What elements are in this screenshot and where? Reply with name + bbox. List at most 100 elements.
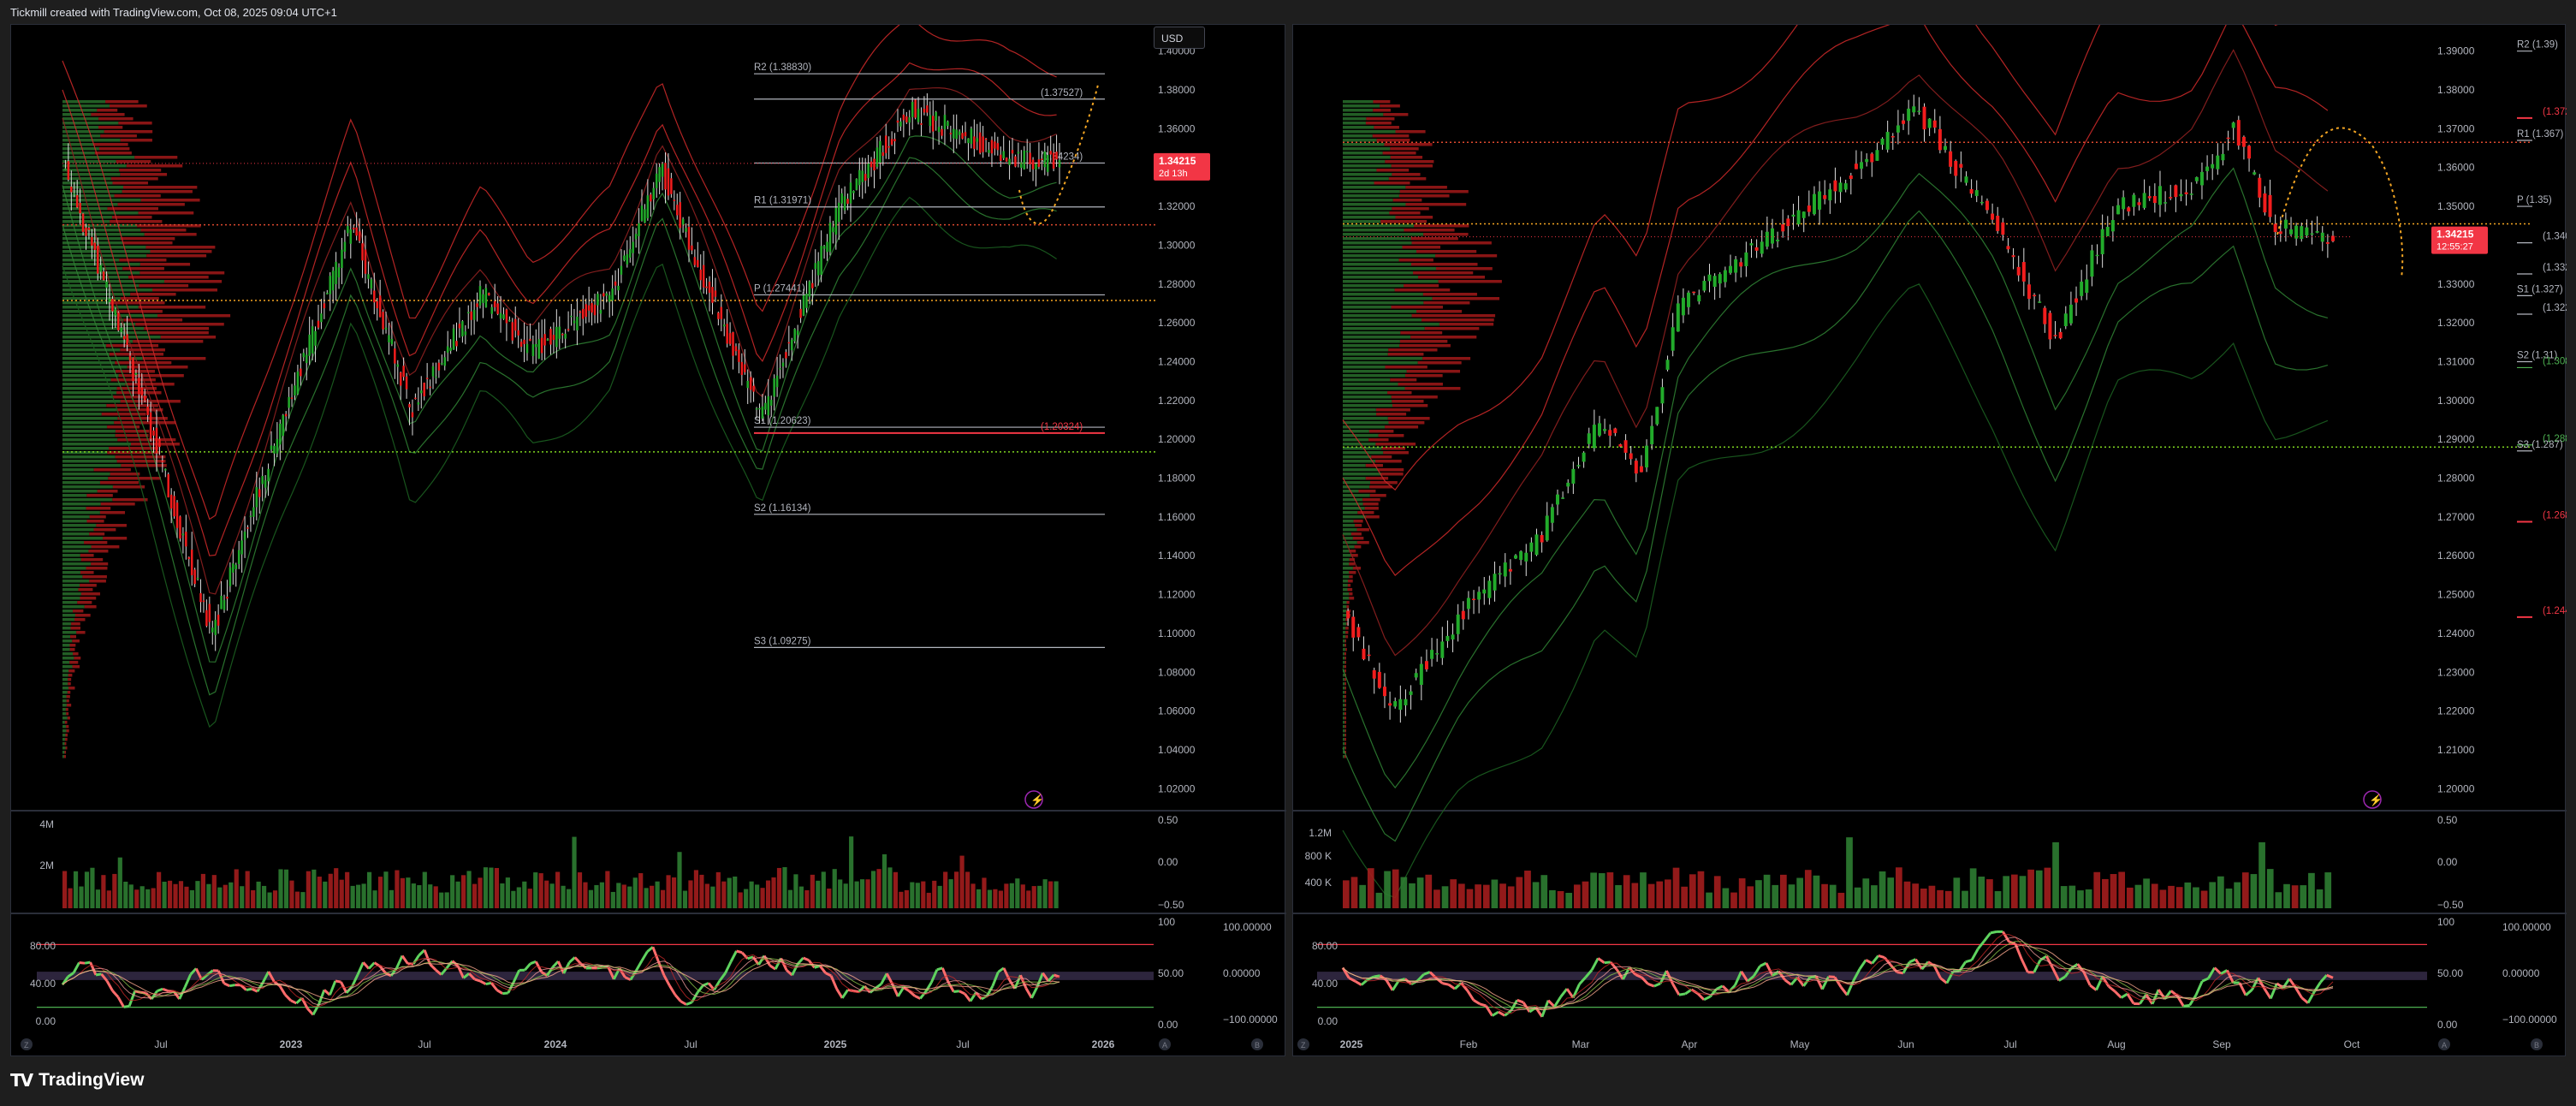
volume-bar (478, 877, 483, 908)
candle-body (2142, 193, 2146, 208)
oscillator-segment (540, 971, 549, 977)
candle-body (1697, 294, 1701, 302)
volume-profile-bar (1345, 627, 1349, 630)
volume-profile-bar (62, 631, 77, 634)
volume-profile-bar (1369, 485, 1392, 489)
volume-profile-bar (1392, 173, 1421, 176)
volume-bar (2209, 882, 2217, 908)
candle-body (638, 223, 640, 236)
volume-profile-bar (62, 755, 64, 758)
volume-profile-bar (1369, 494, 1386, 497)
volume-tick-label: 2M (39, 859, 54, 871)
volume-bar (1903, 881, 1911, 908)
right-chart-svg[interactable]: 1.390001.380001.370001.360001.350001.340… (1293, 25, 2567, 1057)
left-chart-svg[interactable]: 1.400001.380001.360001.340001.320001.300… (11, 25, 1286, 1057)
oscillator-segment (2108, 985, 2116, 993)
volume-profile-bar (116, 387, 157, 390)
candle-body (1655, 407, 1659, 425)
oscillator-segment (635, 960, 644, 972)
volume-profile-bar (1343, 169, 1377, 172)
volume-profile-bar (62, 490, 98, 493)
candle-body (805, 294, 808, 308)
volume-profile-bar (74, 618, 86, 621)
volume-profile-bar (74, 614, 91, 617)
volume-profile-bar (94, 152, 132, 155)
volume-profile-bar (62, 160, 116, 164)
volume-bar (655, 881, 660, 908)
volume-bar (1482, 884, 1490, 908)
price-tick-label: 1.35000 (2437, 200, 2475, 212)
volume-profile-bar (1343, 117, 1367, 121)
candle-body (431, 366, 435, 377)
volume-profile-bar (62, 314, 158, 318)
oscillator-segment (964, 993, 972, 1002)
volume-profile-bar (1349, 558, 1355, 562)
volume-profile-bar (1343, 430, 1369, 433)
candle-body (1393, 701, 1398, 707)
volume-profile-bar (62, 627, 71, 630)
volume-bar (101, 875, 106, 908)
volume-bar (1871, 885, 1878, 908)
volume-profile-bar (62, 708, 66, 711)
candle-body (1503, 562, 1507, 577)
volume-bar (1441, 886, 1449, 908)
candle-body (217, 615, 220, 626)
oscillator-segment (1852, 968, 1861, 982)
volume-bar (1491, 879, 1499, 908)
left-chart-pane[interactable]: 1.400001.380001.360001.340001.320001.300… (10, 24, 1286, 1057)
candle-body (1838, 182, 1843, 193)
candle-body (173, 496, 175, 517)
candle-body (644, 209, 646, 223)
volume-bar (262, 885, 267, 908)
candle-body (408, 403, 411, 407)
candle-body (658, 167, 661, 182)
volume-bar (328, 873, 333, 908)
candle-body (1555, 494, 1559, 505)
volume-profile-bar (89, 515, 106, 519)
volume-bar (2118, 871, 2126, 908)
candle-body (396, 364, 400, 367)
right-chart-pane[interactable]: 1.390001.380001.370001.360001.350001.340… (1292, 24, 2567, 1057)
candle-body (881, 152, 885, 156)
volume-profile-bar (1343, 498, 1363, 502)
volume-profile-bar (120, 173, 168, 176)
pivot-level-label: (1.37527) (1041, 88, 1083, 98)
volume-bar (650, 885, 655, 908)
volume-profile-bar (140, 199, 200, 202)
volume-profile-bar (1343, 293, 1423, 296)
candle-body (838, 202, 840, 223)
volume-profile-bar (1368, 438, 1389, 442)
candle-body (1398, 699, 1403, 711)
candle-body (1917, 110, 1921, 112)
oscillator-segment (1740, 970, 1749, 983)
tradingview-logo[interactable]: TV TradingView (10, 1070, 144, 1091)
volume-profile-bar (1344, 729, 1346, 733)
volume-bar (959, 855, 965, 908)
volume-profile-bar (1343, 207, 1392, 211)
oscillator-segment (2145, 993, 2154, 1005)
volume-bar (787, 889, 793, 908)
oscillator-segment (278, 984, 287, 996)
candle-body (138, 378, 140, 395)
candle-body (1419, 663, 1423, 685)
volume-bar (90, 867, 95, 908)
candle-body (96, 246, 99, 274)
volume-profile-bar (1343, 532, 1351, 536)
candle-body (1000, 154, 1002, 161)
oscillator-segment (2169, 990, 2179, 997)
candle-body (1676, 303, 1680, 332)
volume-profile-bar (1344, 665, 1346, 669)
volume-profile-bar (80, 592, 100, 596)
volume-profile-bar (1346, 605, 1350, 609)
candle-body (691, 245, 693, 251)
candle-body (302, 353, 306, 358)
candle-body (705, 286, 708, 288)
candle-body (1041, 158, 1043, 161)
price-tick-label: 1.21000 (2437, 744, 2475, 756)
currency-button[interactable]: USD (1154, 27, 1205, 49)
volume-profile-bar (1343, 314, 1412, 318)
volume-profile-bar (80, 558, 104, 562)
candle-body (626, 253, 629, 265)
candle-body (808, 281, 811, 297)
oscillator-segment (1839, 986, 1849, 996)
